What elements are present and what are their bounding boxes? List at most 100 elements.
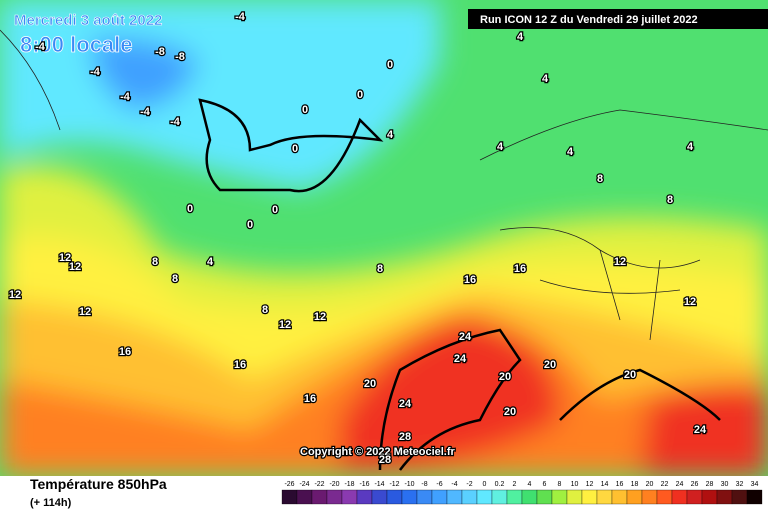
isotherm-label: 0 bbox=[247, 219, 253, 231]
forecast-date: Mercredi 3 août 2022 bbox=[14, 12, 162, 29]
scale-label: 20 bbox=[646, 481, 654, 488]
scale-label: 2 bbox=[513, 481, 517, 488]
isotherm-label: 0 bbox=[272, 204, 278, 216]
copyright: Copyright © 2022 Meteociel.fr bbox=[300, 446, 456, 458]
scale-label: 10 bbox=[571, 481, 579, 488]
isotherm-label: 20 bbox=[364, 378, 376, 390]
scale-label: 30 bbox=[721, 481, 729, 488]
coastlines bbox=[198, 98, 721, 471]
run-banner bbox=[468, 9, 768, 29]
scale-label: -8 bbox=[421, 481, 427, 488]
scale-label: -10 bbox=[404, 481, 414, 488]
isotherm-label: 24 bbox=[459, 331, 472, 343]
scale-swatch bbox=[596, 489, 613, 505]
scale-label: 32 bbox=[736, 481, 744, 488]
isotherm-label: 0 bbox=[387, 59, 393, 71]
isotherm-label: 12 bbox=[79, 306, 91, 318]
footer-lead: (+ 114h) bbox=[30, 497, 72, 509]
scale-swatch bbox=[506, 489, 523, 505]
isotherm-label: 12 bbox=[59, 252, 71, 264]
isotherm-label: 28 bbox=[379, 454, 391, 466]
isotherm-label: -4 bbox=[90, 66, 101, 78]
isotherm-label: 28 bbox=[399, 431, 411, 443]
scale-swatch bbox=[671, 489, 688, 505]
scale-label: -16 bbox=[359, 481, 369, 488]
isotherm-label: 0 bbox=[302, 104, 308, 116]
isotherm-label: 4 bbox=[517, 31, 524, 43]
forecast-time: 8:00 locale bbox=[20, 32, 133, 57]
isotherm-label: -8 bbox=[175, 51, 185, 63]
scale-swatch bbox=[536, 489, 553, 505]
scale-label: 6 bbox=[543, 481, 547, 488]
scale-label: 34 bbox=[751, 481, 759, 488]
isotherm-label: 12 bbox=[614, 256, 626, 268]
scale-swatch bbox=[746, 489, 763, 505]
run-info: Run ICON 12 Z du Vendredi 29 juillet 202… bbox=[480, 14, 698, 26]
isotherm-label: 20 bbox=[499, 371, 511, 383]
scale-swatch bbox=[491, 489, 508, 505]
isotherm-label: 8 bbox=[172, 273, 178, 285]
scale-swatch bbox=[716, 489, 733, 505]
scale-label: -6 bbox=[436, 481, 442, 488]
isotherm-label: 0 bbox=[292, 143, 298, 155]
scale-label: -4 bbox=[451, 481, 457, 488]
isotherm-label: 8 bbox=[152, 256, 158, 268]
borders bbox=[0, 29, 768, 341]
scale-label: 14 bbox=[601, 481, 609, 488]
scale-label: -12 bbox=[389, 481, 399, 488]
scale-swatch bbox=[446, 489, 463, 505]
isotherm-label: 20 bbox=[624, 369, 636, 381]
footer-title: Température 850hPa bbox=[30, 476, 167, 492]
scale-swatch bbox=[566, 489, 583, 505]
isotherm-label: 24 bbox=[454, 353, 467, 365]
scale-label: -18 bbox=[344, 481, 354, 488]
isotherm-label: -8 bbox=[155, 46, 165, 58]
isotherm-label: 4 bbox=[542, 73, 549, 85]
scale-swatch bbox=[581, 489, 598, 505]
scale-swatch bbox=[551, 489, 568, 505]
scale-label: -26 bbox=[284, 481, 294, 488]
isotherm-label: 4 bbox=[497, 141, 504, 153]
isotherm-label: -4 bbox=[35, 41, 46, 53]
scale-swatch bbox=[521, 489, 538, 505]
scale-label: 28 bbox=[706, 481, 714, 488]
scale-swatch bbox=[626, 489, 643, 505]
scale-label: 26 bbox=[691, 481, 699, 488]
isotherm-label: -4 bbox=[170, 116, 181, 128]
scale-swatch bbox=[296, 489, 313, 505]
scale-swatch bbox=[311, 489, 328, 505]
isotherm-label: 16 bbox=[304, 393, 316, 405]
isotherm-label: 4 bbox=[387, 129, 394, 141]
scale-swatch bbox=[401, 489, 418, 505]
isotherm-label: -4 bbox=[120, 91, 131, 103]
scale-swatch bbox=[371, 489, 388, 505]
scale-swatch bbox=[326, 489, 343, 505]
isotherm-label: 16 bbox=[234, 359, 246, 371]
isotherm-label: 8 bbox=[667, 194, 673, 206]
scale-swatch bbox=[476, 489, 493, 505]
scale-label: -2 bbox=[466, 481, 472, 488]
scale-swatch bbox=[701, 489, 718, 505]
scale-swatch bbox=[461, 489, 478, 505]
isotherm-label: 8 bbox=[377, 263, 383, 275]
isotherm-label: 4 bbox=[207, 256, 214, 268]
scale-label: 22 bbox=[661, 481, 669, 488]
scale-label: -14 bbox=[374, 481, 384, 488]
scale-label: 4 bbox=[528, 481, 532, 488]
scale-swatch bbox=[341, 489, 358, 505]
isotherm-label: 20 bbox=[504, 406, 516, 418]
isotherm-label: 12 bbox=[314, 311, 326, 323]
scale-swatch bbox=[731, 489, 748, 505]
isotherm-label: 0 bbox=[187, 203, 193, 215]
isotherm-label: 12 bbox=[9, 289, 21, 301]
isotherm-label: 12 bbox=[684, 296, 696, 308]
scale-swatch bbox=[356, 489, 373, 505]
isotherm-label: 8 bbox=[597, 173, 603, 185]
isotherm-label: 24 bbox=[694, 424, 707, 436]
isotherm-label: 4 bbox=[567, 146, 574, 158]
scale-label: 18 bbox=[631, 481, 639, 488]
scale-label: 16 bbox=[616, 481, 624, 488]
scale-label: -20 bbox=[329, 481, 339, 488]
scale-swatch bbox=[386, 489, 403, 505]
isotherm-label: 16 bbox=[464, 274, 476, 286]
